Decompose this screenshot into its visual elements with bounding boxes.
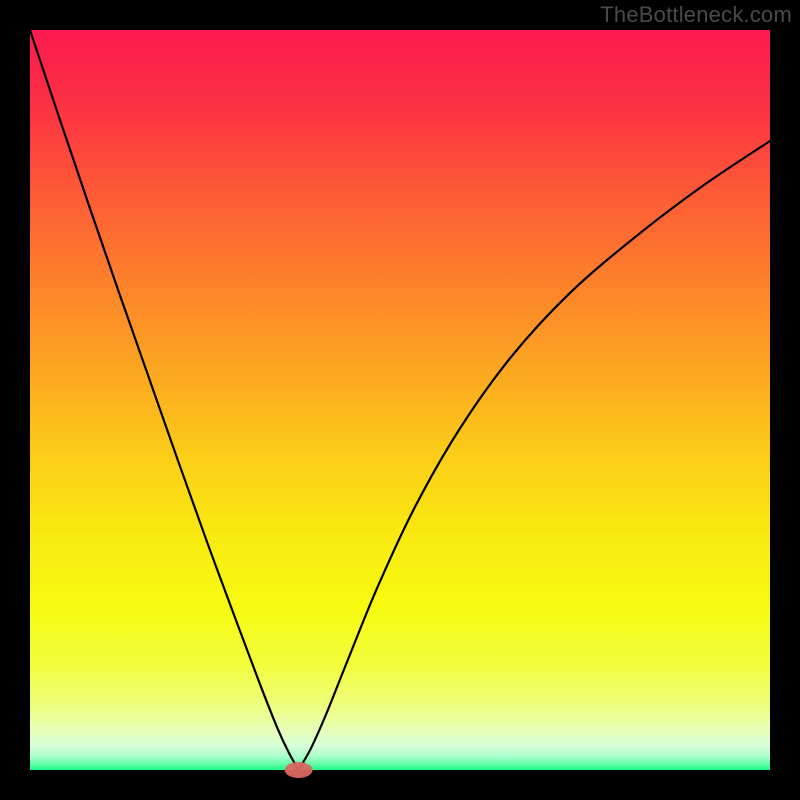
plot-background bbox=[30, 30, 770, 770]
optimal-point-marker bbox=[285, 762, 313, 778]
bottleneck-chart-svg bbox=[0, 0, 800, 800]
chart-container: TheBottleneck.com bbox=[0, 0, 800, 800]
watermark-text: TheBottleneck.com bbox=[600, 2, 792, 28]
